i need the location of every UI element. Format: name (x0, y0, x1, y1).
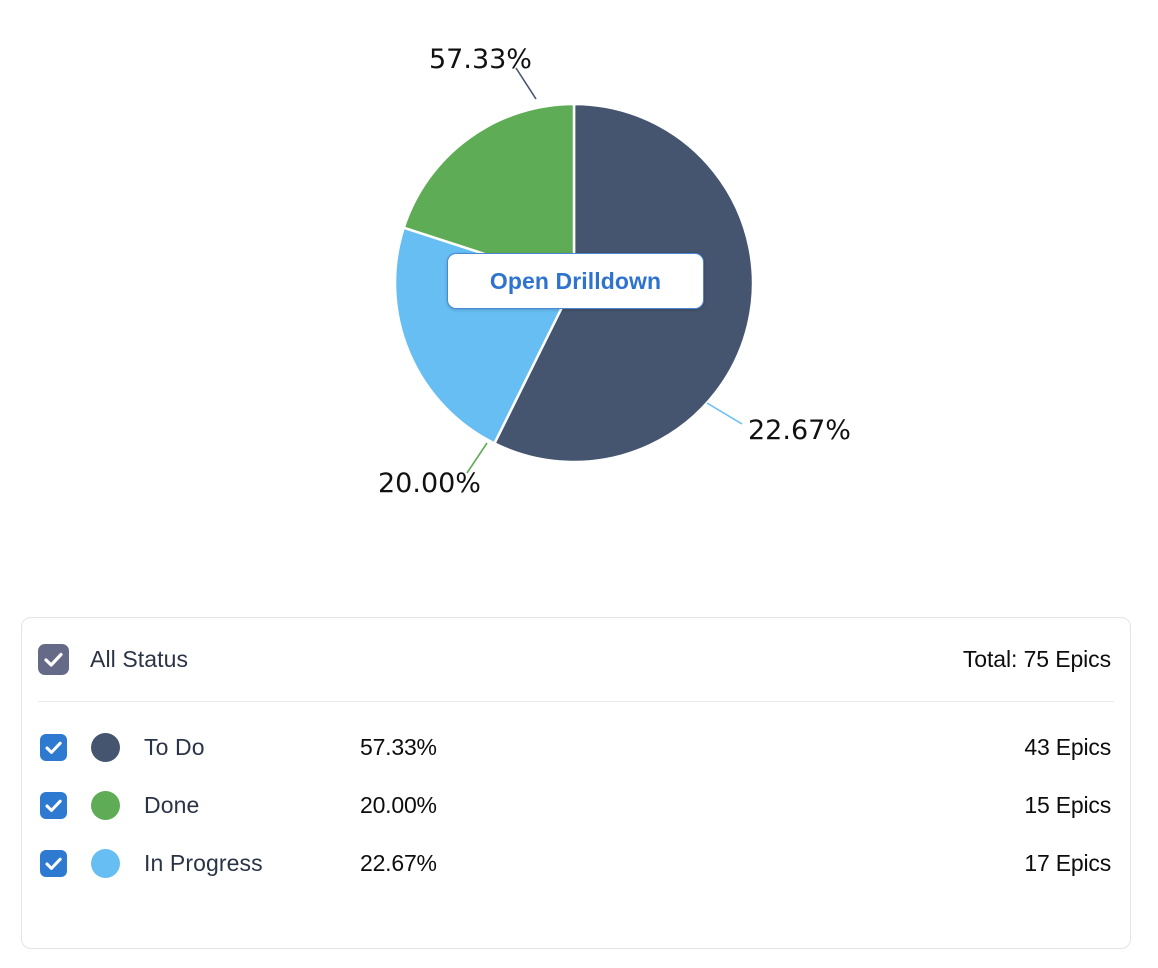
legend-header: All Status Total: 75 Epics (22, 618, 1130, 701)
pie-label-to-do: 57.33% (429, 44, 532, 75)
all-status-label: All Status (90, 646, 189, 672)
legend-color-dot-to-do (91, 732, 120, 762)
legend-count-in-progress: 17 Epics (1024, 849, 1111, 876)
pie-label-in-progress: 22.67% (748, 415, 851, 446)
legend-label-in-progress: In Progress (144, 849, 263, 876)
legend-checkbox-done[interactable] (40, 791, 67, 819)
total-epics-label: Total: 75 Epics (962, 646, 1111, 672)
legend-row-to-do[interactable]: To Do 57.33% 43 Epics (22, 718, 1130, 776)
legend-label-to-do: To Do (144, 733, 205, 760)
pie-slice-done[interactable] (402, 102, 576, 285)
pie-label-done: 20.00% (378, 468, 481, 499)
legend-color-dot-done (91, 790, 120, 820)
checkmark-icon (45, 799, 62, 812)
legend-percent-in-progress: 22.67% (360, 849, 437, 876)
checkmark-icon (45, 857, 62, 870)
pie-leader-lines (466, 67, 743, 474)
legend-color-dot-in-progress (91, 848, 120, 878)
legend-rows: To Do 57.33% 43 Epics Done 20.00% 15 Epi… (22, 718, 1130, 892)
status-legend-panel: All Status Total: 75 Epics To Do 57.33% … (21, 617, 1131, 949)
pie-chart-region: 57.33% 22.67% 20.00% Open Drilldown (378, 44, 851, 499)
all-status-checkbox[interactable] (38, 644, 69, 675)
legend-percent-done: 20.00% (360, 791, 437, 818)
legend-row-in-progress[interactable]: In Progress 22.67% 17 Epics (22, 834, 1130, 892)
legend-label-done: Done (144, 791, 200, 818)
legend-checkbox-to-do[interactable] (40, 733, 67, 761)
checkmark-icon (45, 741, 62, 754)
legend-count-to-do: 43 Epics (1024, 733, 1111, 760)
checkmark-icon (44, 652, 63, 667)
open-drilldown-button[interactable]: Open Drilldown (447, 253, 704, 309)
legend-divider (38, 701, 1114, 702)
legend-checkbox-in-progress[interactable] (40, 849, 67, 877)
legend-percent-to-do: 57.33% (360, 733, 437, 760)
legend-row-done[interactable]: Done 20.00% 15 Epics (22, 776, 1130, 834)
legend-count-done: 15 Epics (1024, 791, 1111, 818)
